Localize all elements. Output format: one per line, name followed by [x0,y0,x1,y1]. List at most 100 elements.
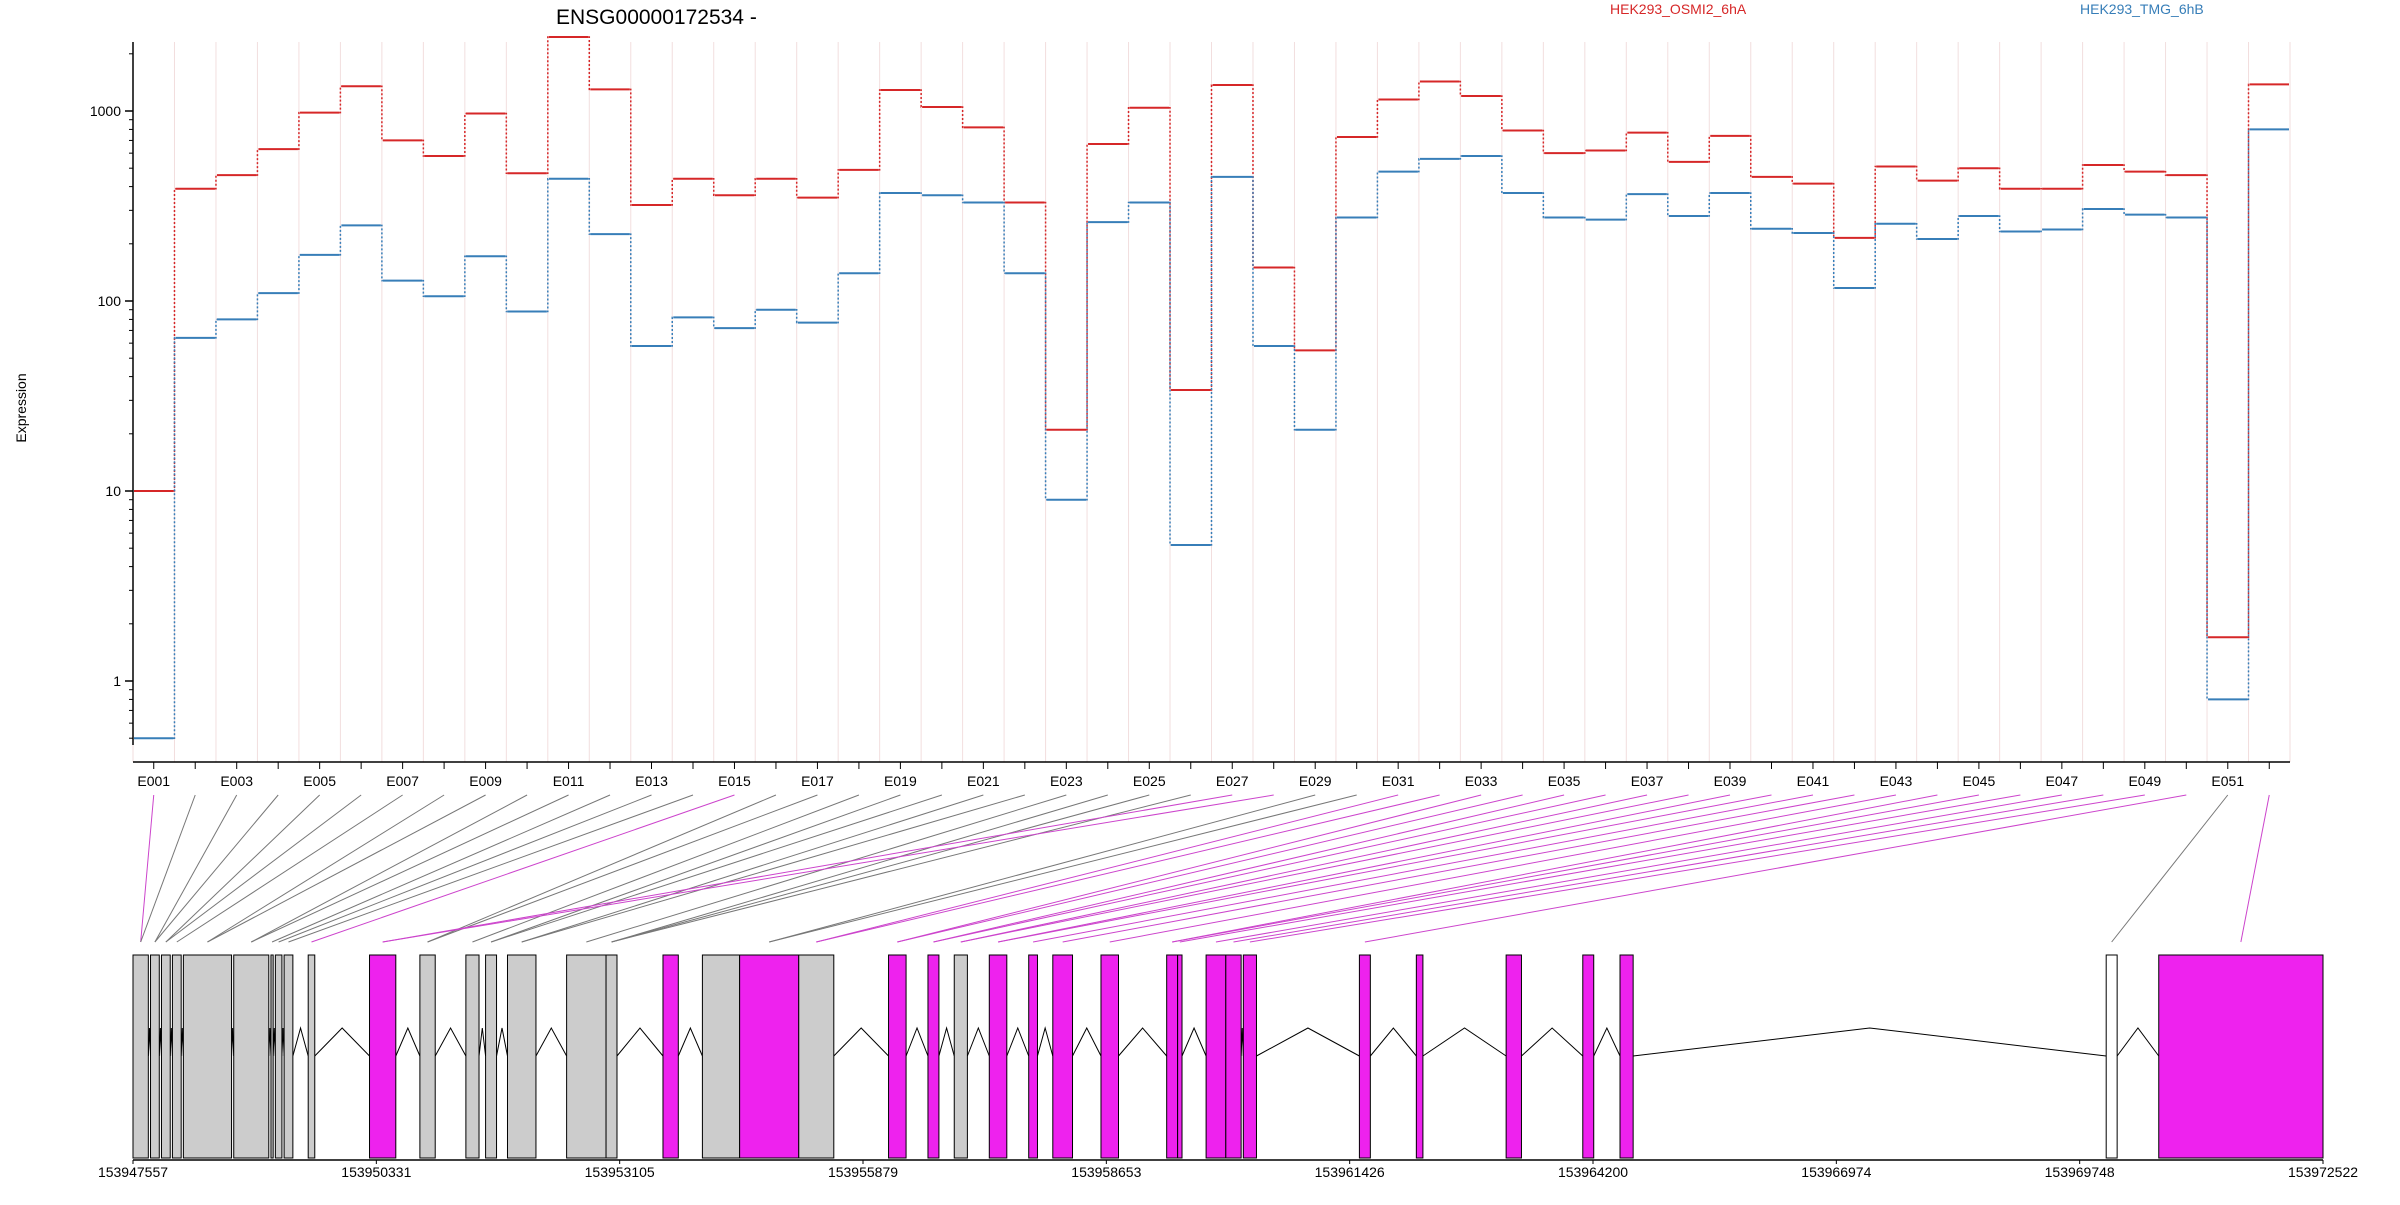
series-connector [1583,149,1586,154]
series-connector [754,177,757,197]
x-tick-label: E019 [884,773,917,789]
series-connector [2247,128,2250,701]
series-connector [1127,107,1130,145]
exon-connector [165,794,321,943]
exon-block [953,954,968,1159]
series-connector [2164,170,2167,176]
exon-connector [288,794,694,943]
x-tick-label: E031 [1382,773,1415,789]
series-connector [1459,155,1462,160]
x-tick-label: E015 [718,773,751,789]
series-connector [1542,129,1545,154]
intron-line [1369,1027,1417,1057]
exon-connector [1062,794,1855,943]
series-lines [134,36,2289,740]
series-connector [2040,228,2043,233]
series-connector [1459,80,1462,97]
exon-connector [490,794,901,943]
series-connector [1625,131,1628,152]
exon-connector [140,794,155,943]
series-connector [1417,80,1420,101]
series-connector [2081,208,2084,231]
series-connector [214,174,217,190]
genomic-tick-label: 153950331 [341,1164,411,1180]
exon-connector [1364,794,2187,943]
exon-connector [1233,794,2104,943]
series-connector [2164,213,2167,219]
series-connector [1542,192,1545,219]
series-connector [1376,98,1379,138]
series-connector [1583,216,1586,221]
exon-block [798,954,835,1159]
intron-line [677,1026,703,1057]
intron-line [1256,1027,1360,1057]
exon-block [1166,954,1179,1159]
series-connector [1915,223,1918,240]
intron-line [478,1027,487,1057]
exon-connector [1215,794,2062,943]
series-connector [1957,167,1960,182]
intron-line [938,1026,955,1057]
series-connector [2247,83,2250,638]
exon-connector [278,794,652,943]
intron-line [1521,1027,1584,1057]
exon-connector [140,794,196,943]
series-connector [380,224,383,282]
series-connector [173,337,176,739]
x-tick-label: E043 [1880,773,1913,789]
series-connector [339,85,342,114]
legend-label-series-a: HEK293_OSMI2_6hA [1610,1,1747,17]
intron-line [1633,1027,2107,1057]
intron-line [1181,1026,1207,1057]
series-connector [671,177,674,206]
series-connector [339,224,342,256]
series-connector [878,89,881,171]
series-connector [505,112,508,175]
exon-connector [1172,794,1938,943]
series-connector [1086,221,1089,501]
exon-block [739,954,800,1159]
series-connector [837,169,840,199]
y-tick-label: 1000 [90,103,121,119]
series-connector [588,177,591,235]
series-connector [1666,193,1669,217]
exon-connector [933,794,1565,943]
series-connector [795,177,798,199]
genomic-tick-label: 153958653 [1071,1164,1141,1180]
intron-line [1072,1026,1102,1057]
genomic-tick-label: 153961426 [1315,1164,1385,1180]
series-connector [1749,192,1752,230]
series-connector [1210,176,1213,546]
x-tick-label: E041 [1797,773,1830,789]
series-connector [505,255,508,313]
series-connector [1749,135,1752,178]
exon-connector [251,794,569,943]
exon-connector [382,794,1233,943]
exon-connector [311,794,735,943]
x-tick-label: E013 [635,773,668,789]
x-tick-label: E023 [1050,773,1083,789]
series-connector [795,308,798,324]
exon-block [566,954,607,1159]
series-connector [1500,95,1503,132]
exon-connector [521,794,984,943]
exon-connector [611,794,1191,943]
intron-line [2116,1027,2160,1057]
series-connector [1625,193,1628,221]
exon-block [270,954,274,1159]
exon-connector [2240,794,2270,943]
genomic-tick-label: 153972522 [2288,1164,2358,1180]
series-connector [1127,201,1130,223]
legend-label-series-b: HEK293_TMG_6hB [2080,1,2204,17]
x-tick-label: E007 [386,773,419,789]
x-tick-label: E033 [1465,773,1498,789]
series-connector [1334,216,1337,431]
series-connector [546,177,549,313]
exon-block [2158,954,2324,1159]
exon-block [132,954,149,1159]
exon-block [888,954,907,1159]
series-connector [2123,208,2126,216]
series-connector [712,177,715,197]
series-connector [463,112,466,157]
